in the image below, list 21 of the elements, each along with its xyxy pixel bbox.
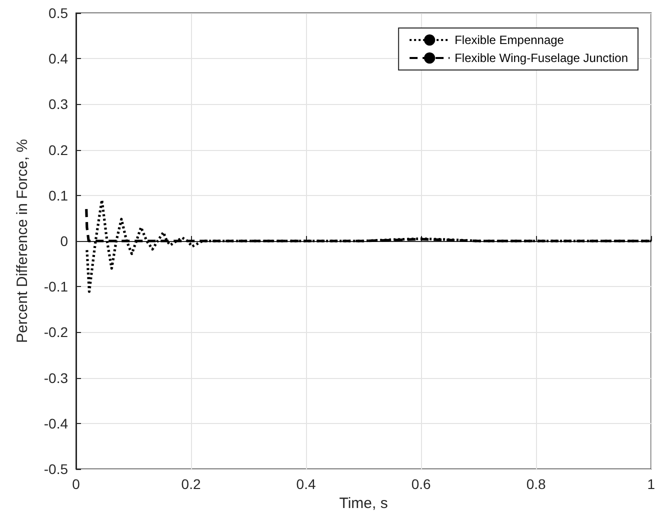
y-tick-label: -0.4 [44, 415, 68, 432]
y-tick-label: -0.5 [44, 461, 68, 477]
y-tick-label: -0.3 [44, 370, 68, 386]
y-tick-label: -0.2 [44, 324, 68, 340]
y-tick-label: -0.1 [44, 278, 68, 295]
legend-label: Flexible Wing-Fuselage Junction [454, 51, 628, 65]
x-tick-label: 0.8 [526, 476, 546, 492]
y-tick-label: 0 [60, 233, 68, 249]
legend-label: Flexible Empennage [454, 33, 564, 47]
x-tick-label: 0.4 [296, 476, 316, 492]
y-tick-label: 0.4 [48, 50, 68, 67]
x-tick-label: 1 [647, 476, 656, 492]
y-axis-title: Percent Difference in Force, % [14, 139, 31, 343]
x-tick-label: 0 [72, 476, 80, 492]
y-tick-label: 0.2 [48, 142, 68, 158]
y-tick-label: 0.3 [48, 96, 68, 112]
y-tick-label: 0.5 [48, 5, 68, 21]
x-tick-label: 0.2 [181, 476, 201, 492]
x-tick-label: 0.6 [411, 476, 432, 492]
x-axis-title: Time, s [339, 494, 388, 512]
y-tick-label: 0.1 [48, 187, 68, 204]
